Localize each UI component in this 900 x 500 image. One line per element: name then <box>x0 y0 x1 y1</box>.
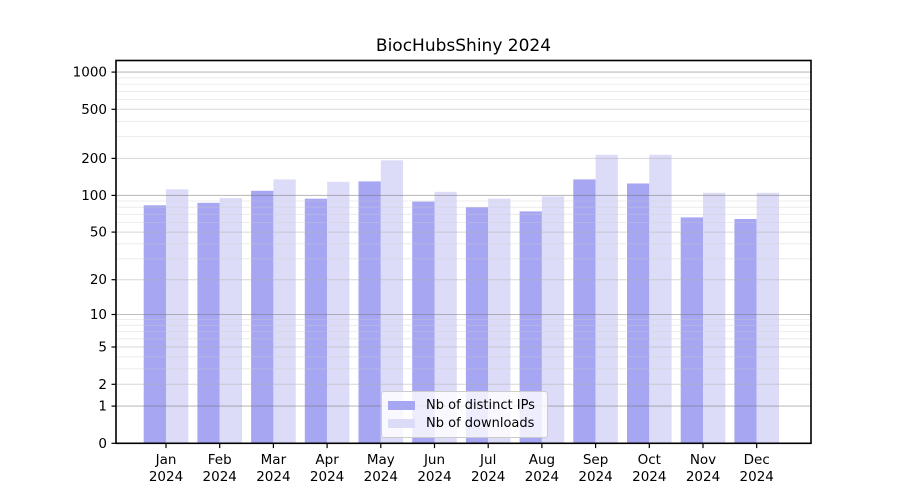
bar-nov-distinct-ips <box>680 217 703 444</box>
legend-swatch-distinct-ips <box>388 400 415 410</box>
bar-jan-downloads <box>166 189 189 444</box>
bar-mar-downloads <box>273 179 296 444</box>
x-tick-label-may: May 2024 <box>364 452 398 485</box>
plot-border <box>115 59 812 445</box>
y-tick-label-20: 20 <box>90 272 107 288</box>
y-tick-label-1000: 1000 <box>73 65 107 81</box>
legend-label-downloads: Nb of downloads <box>426 416 535 432</box>
y-tick-label-100: 100 <box>81 188 107 204</box>
bar-oct-distinct-ips <box>627 183 650 444</box>
x-tick-label-mar: Mar 2024 <box>256 452 290 485</box>
y-tick-label-1: 1 <box>98 399 107 415</box>
y-tick-label-2: 2 <box>98 377 107 393</box>
x-tick-label-jan: Jan 2024 <box>149 452 183 485</box>
bar-feb-downloads <box>219 198 242 444</box>
bar-sep-distinct-ips <box>573 179 596 444</box>
y-tick-label-500: 500 <box>81 102 107 118</box>
bar-nov-downloads <box>703 192 726 444</box>
y-tick-label-50: 50 <box>90 225 107 241</box>
legend-item-downloads: Nb of downloads <box>388 415 539 433</box>
y-tick-label-5: 5 <box>98 340 107 356</box>
chart-title: BiocHubsShiny 2024 <box>375 36 552 56</box>
bar-mar-distinct-ips <box>251 190 274 444</box>
bar-jun-distinct-ips <box>412 201 435 444</box>
bar-apr-downloads <box>327 181 350 444</box>
bar-may-distinct-ips <box>358 181 381 444</box>
bar-oct-downloads <box>649 154 672 444</box>
bar-apr-distinct-ips <box>304 198 328 444</box>
bar-may-downloads <box>380 160 404 444</box>
bar-jun-downloads <box>434 191 457 444</box>
legend-label-distinct-ips: Nb of distinct IPs <box>426 397 535 413</box>
bar-jan-distinct-ips <box>143 205 166 444</box>
x-tick-label-jun: Jun 2024 <box>417 452 451 485</box>
x-tick-label-jul: Jul 2024 <box>471 452 505 485</box>
legend-item-distinct-ips: Nb of distinct IPs <box>388 396 539 414</box>
y-tick-label-0: 0 <box>98 436 107 452</box>
y-tick-label-200: 200 <box>81 151 107 167</box>
bar-feb-distinct-ips <box>197 202 220 444</box>
x-tick-label-sep: Sep 2024 <box>578 452 612 485</box>
x-tick-label-oct: Oct 2024 <box>632 452 666 485</box>
legend-swatch-downloads <box>388 419 415 429</box>
bar-aug-downloads <box>541 196 565 444</box>
x-tick-label-feb: Feb 2024 <box>203 452 237 485</box>
y-tick-label-10: 10 <box>90 307 107 323</box>
x-tick-label-nov: Nov 2024 <box>686 452 720 485</box>
bar-sep-downloads <box>595 154 618 444</box>
bar-aug-distinct-ips <box>519 211 542 444</box>
x-tick-label-aug: Aug 2024 <box>525 452 559 485</box>
bar-dec-distinct-ips <box>734 219 757 444</box>
bar-jul-downloads <box>488 198 511 444</box>
bar-dec-downloads <box>756 192 779 444</box>
x-tick-label-apr: Apr 2024 <box>310 452 344 485</box>
x-tick-label-dec: Dec 2024 <box>740 452 774 485</box>
legend: Nb of distinct IPs Nb of downloads <box>381 391 548 438</box>
